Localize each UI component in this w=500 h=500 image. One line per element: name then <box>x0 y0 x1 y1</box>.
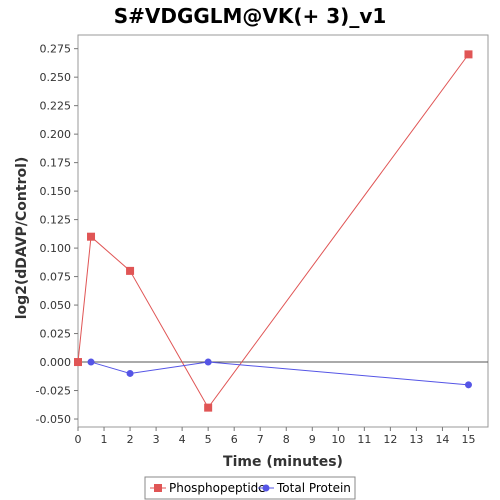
x-tick-label: 1 <box>101 433 108 446</box>
x-tick-label: 2 <box>127 433 134 446</box>
y-tick-label: 0.250 <box>40 71 72 84</box>
data-point <box>87 358 95 366</box>
x-tick-label: 14 <box>435 433 449 446</box>
data-point <box>126 369 134 377</box>
y-tick-label: 0.200 <box>40 128 72 141</box>
data-point <box>204 358 212 366</box>
y-axis-label: log2(dDAVP/Control) <box>14 157 30 320</box>
x-tick-label: 8 <box>283 433 290 446</box>
data-point <box>126 266 135 275</box>
x-tick-label: 4 <box>179 433 186 446</box>
y-tick-label: 0.050 <box>40 299 72 312</box>
x-axis-ticks: 0 1 2 3 4 5 6 7 8 9 10 11 12 13 14 15 <box>75 427 475 446</box>
series-total-protein <box>87 358 472 389</box>
x-tick-label: 5 <box>205 433 212 446</box>
y-tick-label: -0.025 <box>36 385 71 398</box>
x-tick-label: 0 <box>75 433 82 446</box>
data-point <box>464 50 473 59</box>
legend-box <box>144 476 356 500</box>
x-axis-label: Time (minutes) <box>223 454 343 470</box>
data-point <box>464 381 472 389</box>
x-tick-label: 7 <box>257 433 264 446</box>
data-point <box>204 403 213 412</box>
series-phosphopeptide <box>74 50 473 412</box>
x-tick-label: 15 <box>461 433 475 446</box>
y-tick-label: 0.000 <box>40 356 72 369</box>
legend-marker <box>262 484 270 492</box>
data-point <box>74 358 82 367</box>
y-tick-label: 0.275 <box>40 43 72 56</box>
x-tick-label: 3 <box>153 433 160 446</box>
y-tick-label: -0.050 <box>36 413 71 426</box>
legend-label: Phosphopeptide <box>169 481 266 495</box>
legend-marker <box>154 484 162 492</box>
x-tick-label: 11 <box>357 433 371 446</box>
x-tick-label: 12 <box>383 433 397 446</box>
y-tick-label: 0.150 <box>40 185 72 198</box>
y-tick-label: 0.075 <box>40 271 72 284</box>
data-point <box>87 232 96 241</box>
legend-label: Total Protein <box>276 481 351 495</box>
legend: Phosphopeptide Total Protein <box>144 476 356 500</box>
y-tick-label: 0.125 <box>40 214 72 227</box>
y-tick-label: 0.025 <box>40 328 72 341</box>
y-tick-label: 0.100 <box>40 242 72 255</box>
x-tick-label: 13 <box>409 433 423 446</box>
y-tick-label: 0.175 <box>40 157 72 170</box>
chart-title: S#VDGGLM@VK(+ 3)_v1 <box>114 4 387 28</box>
y-tick-label: 0.225 <box>40 100 72 113</box>
series-line <box>90 361 469 386</box>
x-tick-label: 9 <box>309 433 316 446</box>
series-layer <box>74 50 473 412</box>
x-tick-label: 6 <box>231 433 238 446</box>
y-axis-ticks: -0.050 -0.025 0.000 0.025 0.050 0.075 0.100 0.1… <box>36 43 78 426</box>
x-tick-label: 10 <box>331 433 345 446</box>
